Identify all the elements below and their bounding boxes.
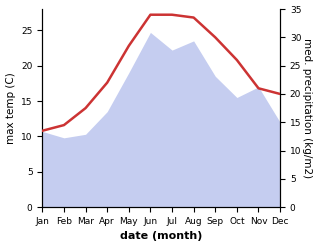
Y-axis label: max temp (C): max temp (C): [5, 72, 16, 144]
X-axis label: date (month): date (month): [120, 231, 203, 242]
Y-axis label: med. precipitation (kg/m2): med. precipitation (kg/m2): [302, 38, 313, 178]
